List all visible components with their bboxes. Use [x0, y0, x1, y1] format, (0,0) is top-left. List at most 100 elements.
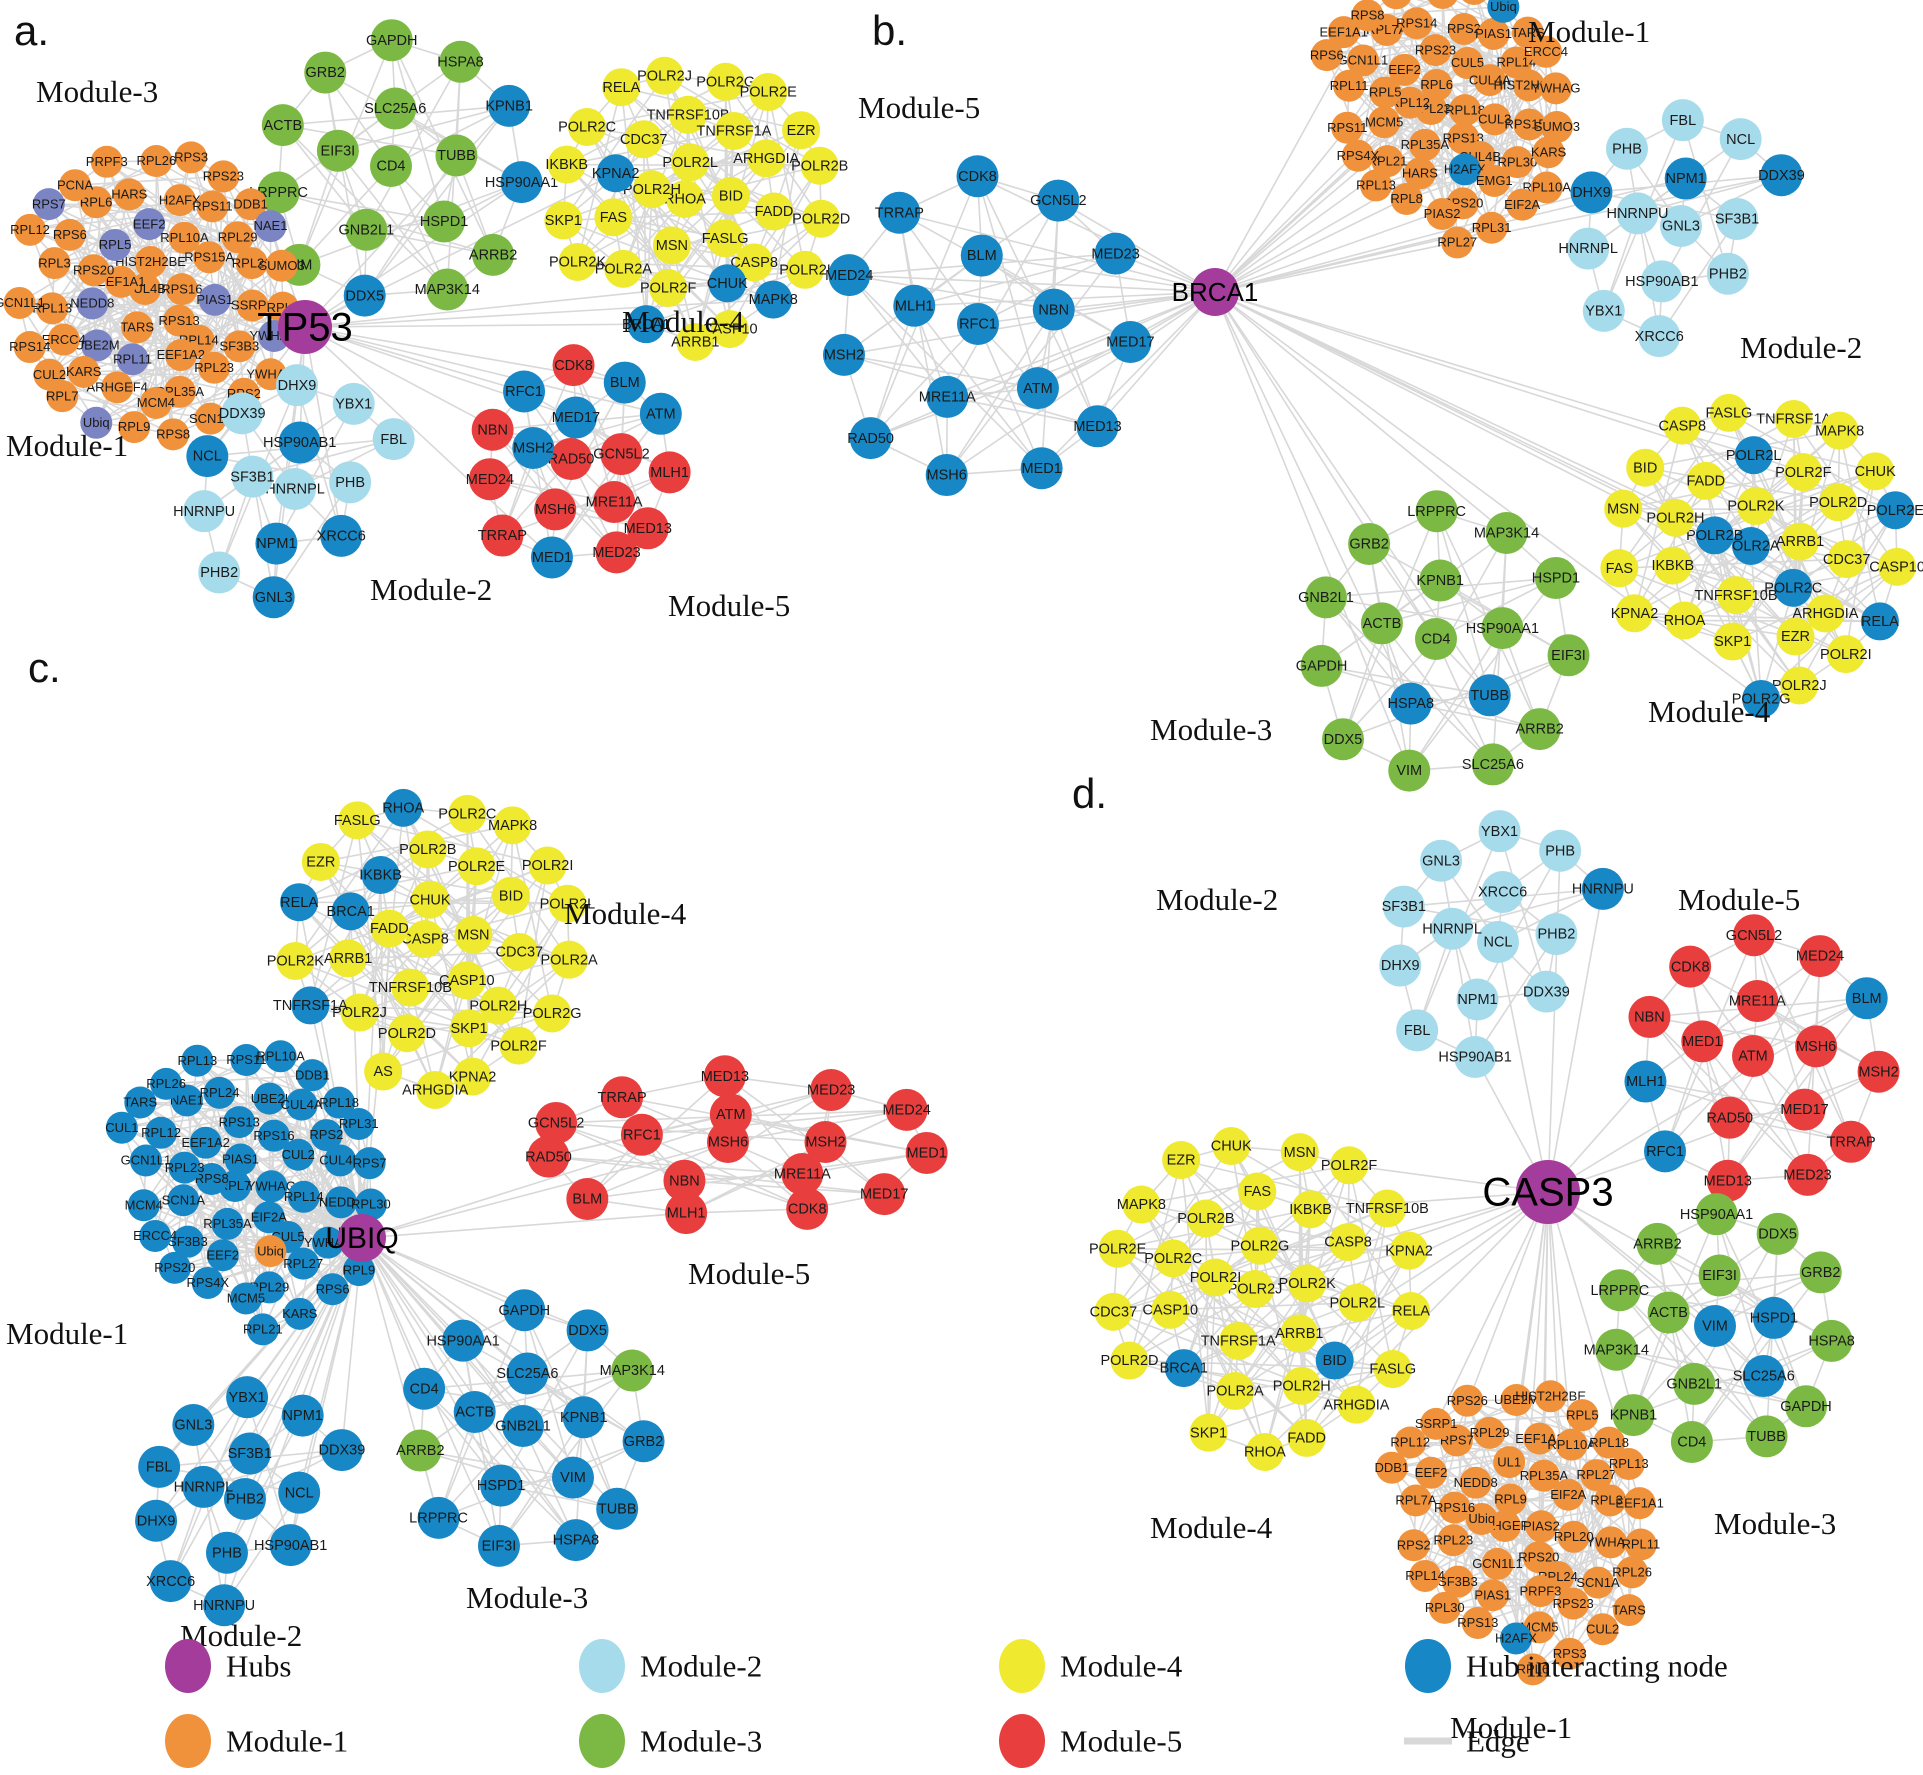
node-label-TNFRSF10B: TNFRSF10B [647, 107, 730, 123]
node-PHB [1539, 829, 1582, 872]
node-HSPA8 [439, 40, 482, 83]
node-label-POLR2J: POLR2J [637, 68, 692, 84]
node-label-KPNA2: KPNA2 [1385, 1243, 1433, 1259]
node-label-ARHGDIA: ARHGDIA [1792, 606, 1858, 622]
node-label-CASP10: CASP10 [1143, 1303, 1199, 1319]
node-label-MED24: MED24 [1796, 949, 1844, 965]
node-MCM4 [127, 1189, 160, 1222]
node-POLR2L [1734, 436, 1773, 475]
node-label-GRB2: GRB2 [1349, 537, 1389, 553]
node-CDK8 [1669, 945, 1712, 988]
node-PHB2 [1535, 913, 1578, 956]
hub-edge [1214, 291, 1410, 771]
node-label-CHUK: CHUK [409, 892, 450, 908]
node-label-SKP1: SKP1 [1190, 1425, 1227, 1441]
node-Ubiq [254, 1235, 287, 1268]
node-FBL [372, 418, 415, 461]
module-c-m3: GNB2L1 VIM HSPD1 ACTB SLC25A6 KPNB1 EIF3I LRPPR… [396, 1289, 665, 1567]
node-KARS [1532, 136, 1565, 169]
node-RPS2 [310, 1119, 343, 1152]
node-POLR2D [1110, 1341, 1149, 1380]
edge [1207, 1288, 1256, 1433]
node-label-RPL26: RPL26 [1612, 1565, 1652, 1580]
node-label-RPL29: RPL29 [218, 229, 258, 244]
node-label-POLR2K: POLR2K [1727, 499, 1785, 515]
node-HSPD1 [1752, 1296, 1795, 1339]
node-MAP3K14 [1595, 1328, 1638, 1371]
node-RPL27 [1580, 1459, 1613, 1492]
node-label-PCNA: PCNA [57, 177, 93, 192]
node-label-CDC37: CDC37 [620, 132, 668, 148]
node-label-ACTB: ACTB [455, 1405, 494, 1421]
node-label-MED24: MED24 [882, 1103, 930, 1119]
edge [1618, 412, 1730, 569]
node-ACTB [1360, 602, 1403, 645]
node-FADD [1287, 1418, 1326, 1457]
edge [1234, 1282, 1308, 1392]
node-label-HNRNPL: HNRNPL [265, 482, 325, 498]
node-label-FAS: FAS [600, 210, 627, 226]
hub-edge [1547, 888, 1604, 1193]
node-CASP8 [406, 920, 444, 958]
node-CUL4A [285, 1088, 318, 1121]
node-label-DDX5: DDX5 [345, 288, 384, 304]
node-label-RPS26: RPS26 [1447, 1393, 1488, 1408]
node-MED17 [1109, 321, 1152, 364]
node-TRRAP [481, 514, 524, 557]
hub-edge [977, 291, 1216, 325]
node-EEF1A2 [189, 1126, 222, 1159]
node-CUL1 [105, 1111, 138, 1144]
node-label-CASP8: CASP8 [1658, 418, 1706, 434]
node-label-RPL12: RPL12 [141, 1125, 181, 1140]
node-POLR2B [408, 830, 447, 869]
module-label-d-m4: Module-4 [1150, 1510, 1273, 1545]
node-RPS23 [207, 160, 240, 193]
node-UL1 [1493, 1446, 1526, 1479]
node-label-HSPD1: HSPD1 [1532, 571, 1580, 587]
node-label-MED17: MED17 [1780, 1102, 1828, 1118]
node-label-RPS20: RPS20 [1518, 1549, 1559, 1564]
edge [1668, 1271, 1821, 1314]
node-EIF2A [1506, 188, 1539, 221]
node-CASP10 [447, 961, 486, 1000]
node-RPS6 [1310, 39, 1343, 72]
edge [275, 403, 355, 544]
module-c-m5: MSH6 MRE11A NBN RFC1 ATM MSH2 MLH1 BLM RAD50 GCN5… [525, 1055, 948, 1235]
hub-edge [361, 1089, 832, 1239]
edge [1672, 471, 1804, 567]
node-DDX5 [566, 1309, 609, 1352]
node-RPL14 [1409, 1559, 1442, 1592]
edge [1040, 200, 1060, 469]
node-SLC25A6 [1471, 743, 1514, 786]
node-label-FASLG: FASLG [702, 231, 749, 247]
node-MED17 [863, 1173, 906, 1216]
node-CUL4B [324, 1144, 357, 1177]
node-label-SCN1A: SCN1A [1576, 1575, 1620, 1590]
node-MAPK8 [754, 280, 793, 319]
node-label-RPL7: RPL7 [46, 388, 79, 403]
node-POLR2F [649, 269, 688, 308]
node-label-POLR2L: POLR2L [662, 155, 718, 171]
node-label-PIAS2: PIAS2 [1523, 1518, 1560, 1533]
node-label-SLC25A6: SLC25A6 [364, 101, 426, 117]
edge [642, 139, 647, 325]
node-RPL9 [1494, 1483, 1527, 1516]
node-XRCC6 [149, 1560, 192, 1603]
node-RPS16 [257, 1119, 290, 1152]
node-label-CDC37: CDC37 [1823, 552, 1871, 568]
node-SF3B3 [223, 330, 256, 363]
node-GNL3 [1660, 205, 1702, 247]
hub-TP53: TP53 [257, 300, 353, 354]
node-RPL21 [246, 1313, 279, 1346]
node-DHX9 [1570, 171, 1613, 214]
node-RPL10A [264, 1040, 297, 1073]
node-RPL11 [116, 343, 149, 376]
node-label-RPL12: RPL12 [1390, 95, 1430, 110]
edge [1664, 1070, 1879, 1153]
module-a-m2: HNRNPL XRCC6 NPM1 SF3B1 HSP90AB1 PHB GNL3 PHB2 H… [173, 364, 415, 619]
node-label-FADD: FADD [1686, 474, 1725, 490]
node-label-HSP90AA1: HSP90AA1 [485, 175, 558, 191]
node-MRE11A [926, 375, 969, 418]
edge [1183, 1367, 1357, 1406]
edge [1752, 1055, 1809, 1176]
